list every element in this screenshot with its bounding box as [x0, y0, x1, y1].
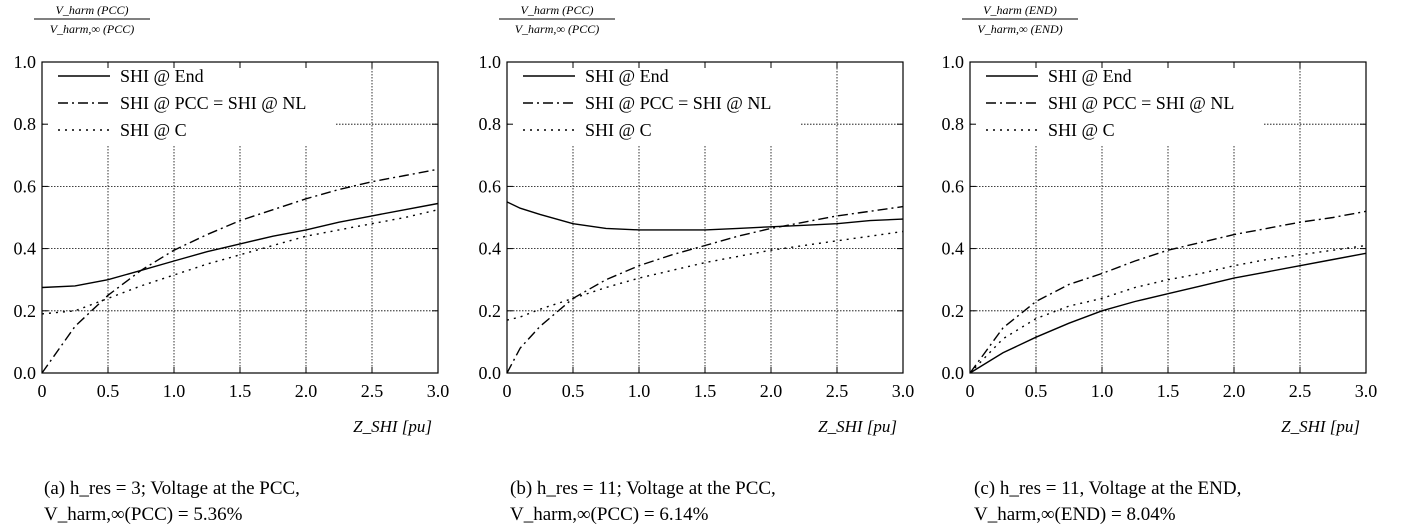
caption-c: (c) h_res = 11, Voltage at the END, V_ha… — [974, 476, 1241, 528]
x-tick-label: 1.0 — [163, 381, 186, 401]
y-tick-label: 0.2 — [14, 301, 37, 321]
legend-label-3: SHI @ C — [1048, 120, 1115, 140]
x-tick-label: 0 — [966, 381, 975, 401]
x-tick-label: 0 — [503, 381, 512, 401]
y-title-numerator: V_harm (PCC) — [521, 3, 594, 17]
legend-background — [972, 64, 1264, 146]
y-tick-label: 0.8 — [942, 114, 965, 134]
x-tick-label: 1.0 — [628, 381, 651, 401]
x-tick-label: 1.5 — [229, 381, 252, 401]
legend-label-1: SHI @ End — [120, 66, 204, 86]
legend-label-2: SHI @ PCC = SHI @ NL — [585, 93, 771, 113]
caption-c-line2: V_harm,∞(END) = 8.04% — [974, 504, 1176, 525]
caption-a-line2: V_harm,∞(PCC) = 5.36% — [44, 504, 243, 525]
caption-b-line1: (b) h_res = 11; Voltage at the PCC, — [510, 478, 776, 499]
legend-label-1: SHI @ End — [1048, 66, 1132, 86]
x-axis-label: Z_SHI [pu] — [353, 417, 432, 436]
y-title-numerator: V_harm (END) — [983, 3, 1057, 17]
legend-background — [44, 64, 336, 146]
y-tick-label: 0.2 — [942, 301, 965, 321]
x-tick-label: 2.5 — [826, 381, 849, 401]
series-line-3 — [41, 209, 439, 315]
y-tick-label: 0.4 — [942, 239, 965, 259]
series-line-1 — [41, 202, 439, 289]
y-tick-label: 0.0 — [479, 363, 502, 383]
legend-background — [509, 64, 801, 146]
legend-label-1: SHI @ End — [585, 66, 669, 86]
x-tick-label: 0.5 — [1025, 381, 1048, 401]
chart-1: 0.0 0.2 0.4 0.6 0.8 1.0 0 0.5 1.0 1.5 2.0 2.5 3.0 SHI… — [14, 3, 450, 436]
y-tick-label: 0.6 — [479, 176, 502, 196]
x-tick-label: 2.0 — [295, 381, 318, 401]
series-line-3 — [969, 244, 1367, 374]
legend-label-3: SHI @ C — [120, 120, 187, 140]
chart-3: 0.0 0.2 0.4 0.6 0.8 1.0 0 0.5 1.0 1.5 2.0 2.5 3.0 SHI… — [942, 3, 1378, 436]
x-tick-label: 2.5 — [1289, 381, 1312, 401]
legend-label-2: SHI @ PCC = SHI @ NL — [1048, 93, 1234, 113]
y-tick-label: 0.4 — [14, 239, 37, 259]
y-tick-label: 1.0 — [14, 52, 37, 72]
x-tick-label: 1.0 — [1091, 381, 1114, 401]
y-title-numerator: V_harm (PCC) — [56, 3, 129, 17]
y-tick-label: 0.6 — [14, 176, 37, 196]
series-line-1 — [506, 201, 904, 231]
y-tick-label: 0.4 — [479, 239, 502, 259]
x-tick-label: 3.0 — [427, 381, 450, 401]
y-tick-label: 0.2 — [479, 301, 502, 321]
series-line-3 — [506, 230, 904, 321]
y-title-denominator: V_harm,∞ (PCC) — [515, 22, 600, 36]
legend-label-3: SHI @ C — [585, 120, 652, 140]
x-tick-label: 1.5 — [694, 381, 717, 401]
series-line-2 — [969, 210, 1367, 374]
y-title-denominator: V_harm,∞ (END) — [977, 22, 1062, 36]
x-tick-label: 0 — [38, 381, 47, 401]
y-tick-label: 0.0 — [14, 363, 37, 383]
y-tick-label: 1.0 — [942, 52, 965, 72]
y-tick-label: 0.8 — [479, 114, 502, 134]
caption-b-line2: V_harm,∞(PCC) = 6.14% — [510, 504, 709, 525]
x-axis-label: Z_SHI [pu] — [818, 417, 897, 436]
y-tick-label: 0.0 — [942, 363, 965, 383]
x-axis-label: Z_SHI [pu] — [1281, 417, 1360, 436]
caption-b: (b) h_res = 11; Voltage at the PCC, V_ha… — [510, 476, 776, 528]
x-tick-label: 2.0 — [760, 381, 783, 401]
x-tick-label: 0.5 — [97, 381, 120, 401]
caption-a: (a) h_res = 3; Voltage at the PCC, V_har… — [44, 476, 300, 528]
series-line-2 — [41, 168, 439, 374]
x-tick-label: 2.5 — [361, 381, 384, 401]
x-tick-label: 0.5 — [562, 381, 585, 401]
caption-a-line1: (a) h_res = 3; Voltage at the PCC, — [44, 478, 300, 499]
y-title-denominator: V_harm,∞ (PCC) — [50, 22, 135, 36]
chart-2: 0.0 0.2 0.4 0.6 0.8 1.0 0 0.5 1.0 1.5 2.0 2.5 3.0 SHI… — [479, 3, 915, 436]
series-line-1 — [969, 252, 1367, 374]
y-tick-label: 0.8 — [14, 114, 37, 134]
caption-c-line1: (c) h_res = 11, Voltage at the END, — [974, 478, 1242, 499]
y-tick-label: 1.0 — [479, 52, 502, 72]
x-tick-label: 3.0 — [1355, 381, 1378, 401]
x-tick-label: 3.0 — [892, 381, 915, 401]
x-tick-label: 2.0 — [1223, 381, 1246, 401]
series-line-2 — [506, 205, 904, 374]
x-tick-label: 1.5 — [1157, 381, 1180, 401]
y-tick-label: 0.6 — [942, 176, 965, 196]
legend-label-2: SHI @ PCC = SHI @ NL — [120, 93, 306, 113]
